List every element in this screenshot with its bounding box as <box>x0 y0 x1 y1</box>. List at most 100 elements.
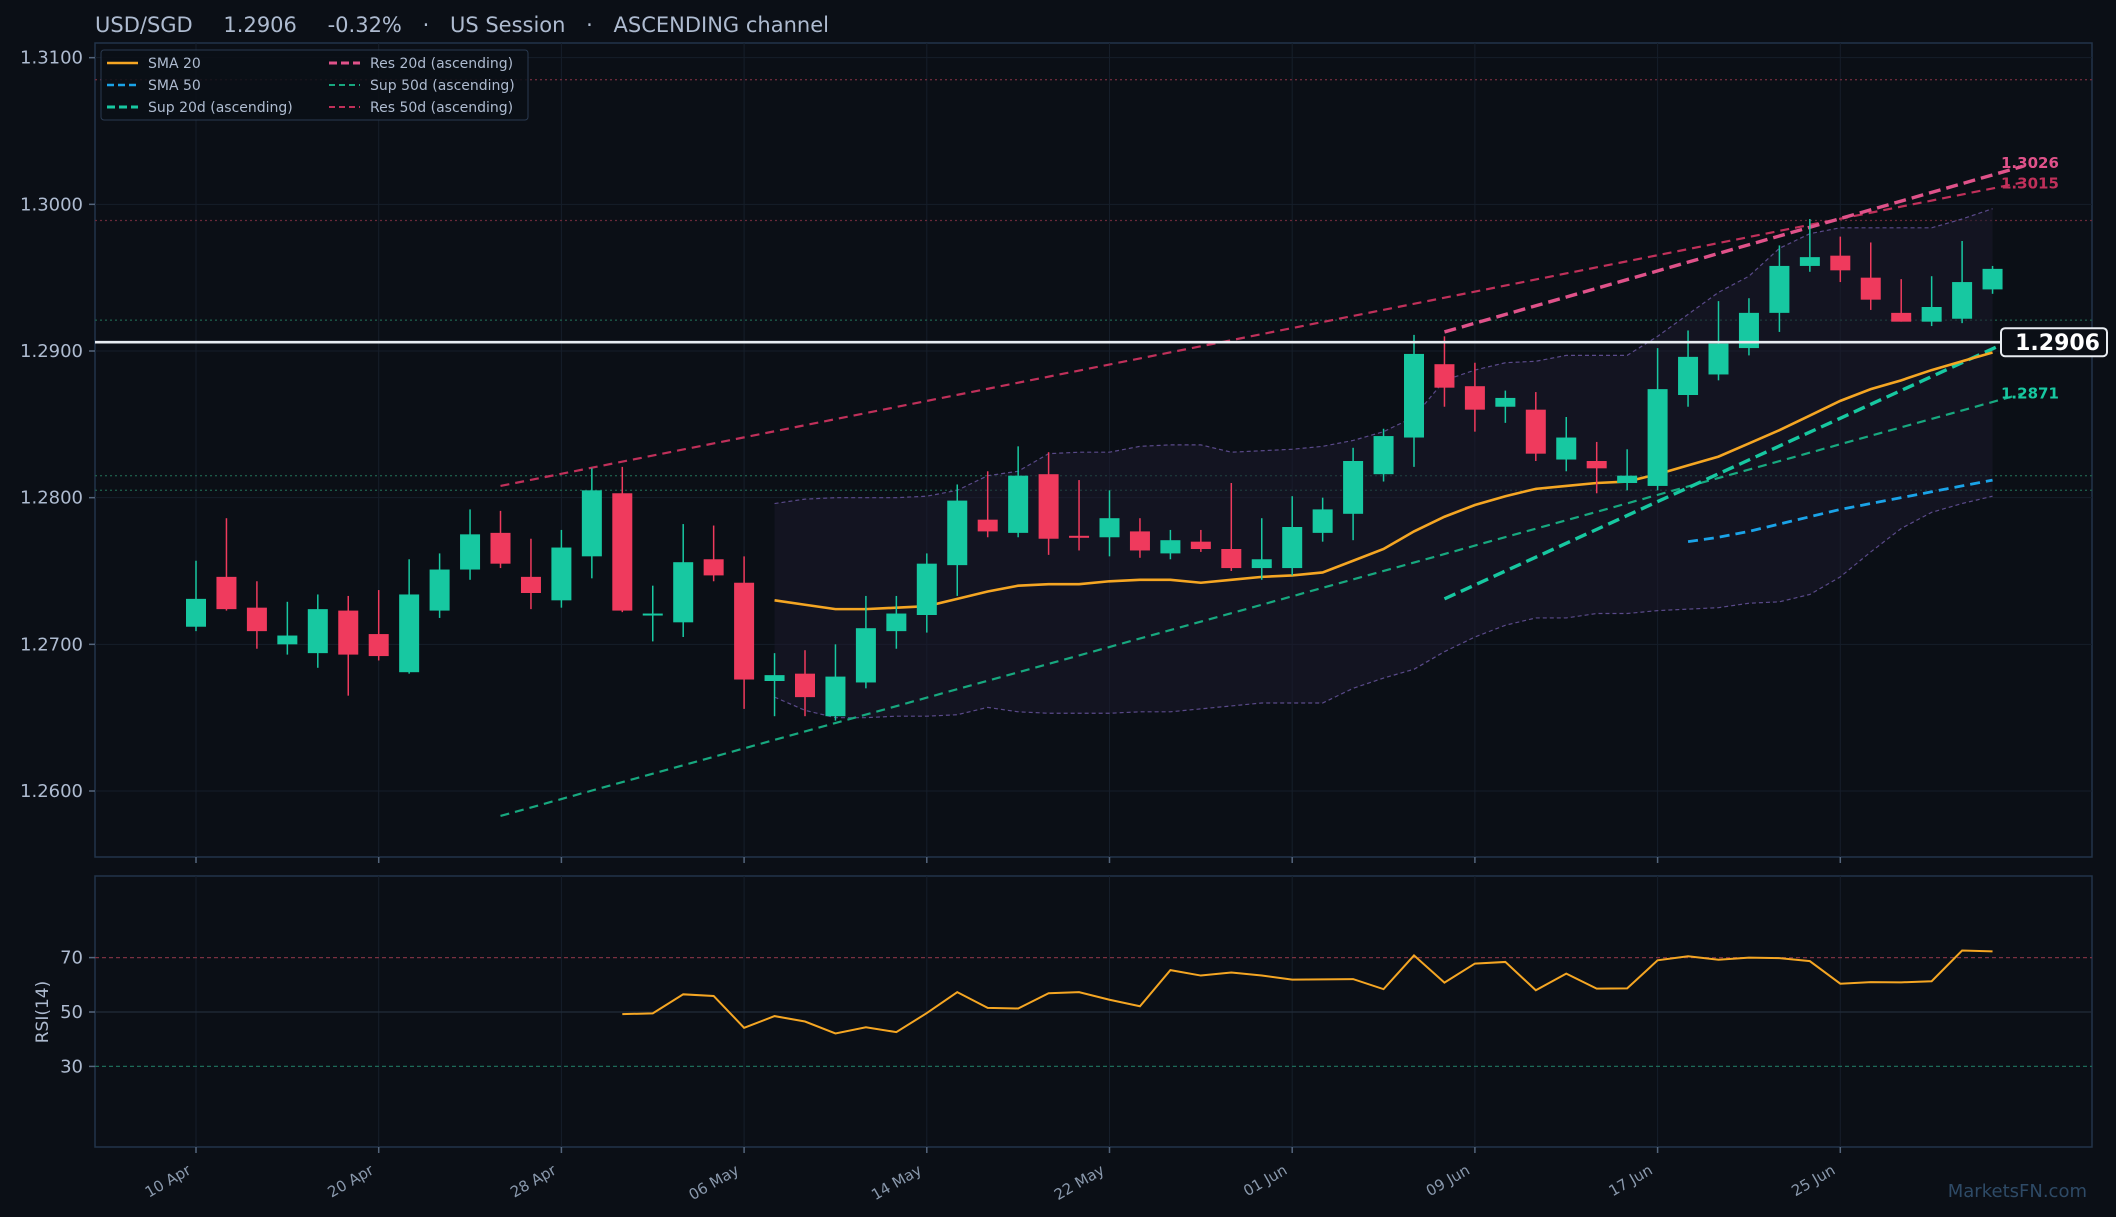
bull-candle <box>1495 390 1516 423</box>
bull-candle <box>460 509 481 580</box>
candle-body <box>1099 518 1120 538</box>
candle-body <box>1678 356 1699 395</box>
bear-candle <box>795 650 815 717</box>
candle-body <box>1860 277 1881 300</box>
candle-body <box>1921 307 1942 322</box>
bull-candle <box>1952 241 1973 324</box>
candle-body <box>855 628 876 683</box>
candle-body <box>490 532 511 564</box>
bull-candle <box>1343 447 1364 541</box>
candle-body <box>1038 474 1059 539</box>
bull-candle <box>1160 529 1181 560</box>
bear-candle <box>1464 362 1485 432</box>
candle-body <box>1738 312 1759 349</box>
separator-1: · <box>423 13 430 37</box>
bull-candle <box>1312 497 1333 542</box>
candle-body <box>1891 312 1912 322</box>
candle-body <box>429 569 450 611</box>
sma20-legend-label: SMA 20 <box>148 56 201 72</box>
candle-body <box>1251 559 1272 569</box>
candle-body <box>368 634 389 657</box>
y-tick-label: 1.2800 <box>20 488 83 509</box>
candle-body <box>460 534 481 570</box>
candle-body <box>1617 475 1638 483</box>
candle-body <box>1008 475 1029 533</box>
bull-candle <box>855 595 876 689</box>
bear-candle <box>977 471 998 538</box>
y-tick-label: 1.2600 <box>20 781 83 802</box>
candle-body <box>1069 535 1090 538</box>
bear-candle <box>338 595 359 696</box>
candle-body <box>1129 531 1150 551</box>
bear-candle <box>246 581 267 649</box>
bear-candle <box>1129 518 1150 558</box>
bull-candle <box>1982 265 2003 294</box>
sup20-value-label: 1.2871 <box>2001 385 2059 403</box>
candle-body <box>338 610 359 655</box>
bull-candle <box>642 585 663 642</box>
watermark: MarketsFN.com <box>1948 1181 2087 1202</box>
candle-body <box>673 562 694 623</box>
candle-body <box>703 559 724 576</box>
candle-body <box>551 547 572 601</box>
bear-candle <box>490 510 511 569</box>
candle-body <box>612 493 633 611</box>
candle-body <box>1221 549 1242 569</box>
price-label: 1.2906 <box>223 13 296 37</box>
bear-candle <box>1586 441 1607 494</box>
price-axis: 1.2600 1.2700 1.2800 1.2900 1.3000 1.3100 <box>20 48 95 802</box>
rsi-layer: 30 50 70 RSI(14) <box>33 948 2092 1077</box>
separator-2: · <box>586 13 593 37</box>
candle-body <box>1312 509 1333 533</box>
rsi-y-tick-label: 50 <box>60 1002 83 1023</box>
candle-body <box>1190 541 1211 549</box>
bull-candle <box>399 559 420 674</box>
candle-body <box>1799 257 1820 266</box>
candle-body <box>1373 436 1394 475</box>
bull-candle <box>1647 348 1668 491</box>
price-panel <box>94 42 2093 858</box>
rsi-y-tick-label: 30 <box>60 1056 83 1077</box>
y-tick-label: 1.2700 <box>20 634 83 655</box>
bull-candle <box>581 468 602 579</box>
candlesticks <box>186 219 2003 721</box>
sma20-line <box>774 351 1993 611</box>
candle-body <box>1495 397 1516 407</box>
symbol-label: USD/SGD <box>95 13 193 37</box>
res20-value-label: 1.3026 <box>2001 154 2059 172</box>
bull-candle <box>764 653 785 717</box>
res50-trendline <box>500 181 2024 488</box>
res20-legend-label: Res 20d (ascending) <box>370 56 513 72</box>
bull-candle <box>1099 490 1120 557</box>
candle-body <box>886 613 907 632</box>
candle-body <box>1556 437 1577 460</box>
candle-body <box>1343 461 1364 514</box>
candle-body <box>520 576 541 593</box>
bear-candle <box>703 525 724 582</box>
candle-body <box>277 635 298 645</box>
bear-candle <box>1830 236 1851 283</box>
bear-candle <box>1525 392 1546 461</box>
y-tick-label: 1.3000 <box>20 194 83 215</box>
candle-body <box>916 563 937 615</box>
rsi-y-tick-label: 70 <box>60 948 83 969</box>
bull-candle <box>1738 298 1759 356</box>
candle-body <box>307 609 328 654</box>
candle-body <box>1647 389 1668 486</box>
candle-body <box>1952 282 1973 319</box>
candle-body <box>216 576 237 610</box>
bull-candle <box>1404 334 1424 467</box>
legend-box <box>100 49 529 121</box>
bull-candle <box>307 594 328 668</box>
bull-candle <box>947 484 968 596</box>
bull-candle <box>1769 245 1790 332</box>
chart-header: USD/SGD 1.2906 -0.32% · US Session · ASC… <box>95 13 829 37</box>
bear-candle <box>520 538 541 610</box>
sup50-legend-label: Sup 50d (ascending) <box>370 78 515 94</box>
sup50-trendline <box>500 392 2024 817</box>
candle-body <box>581 490 602 557</box>
bear-candle <box>1221 483 1242 571</box>
bull-candle <box>1251 518 1272 580</box>
candle-body <box>246 607 267 632</box>
